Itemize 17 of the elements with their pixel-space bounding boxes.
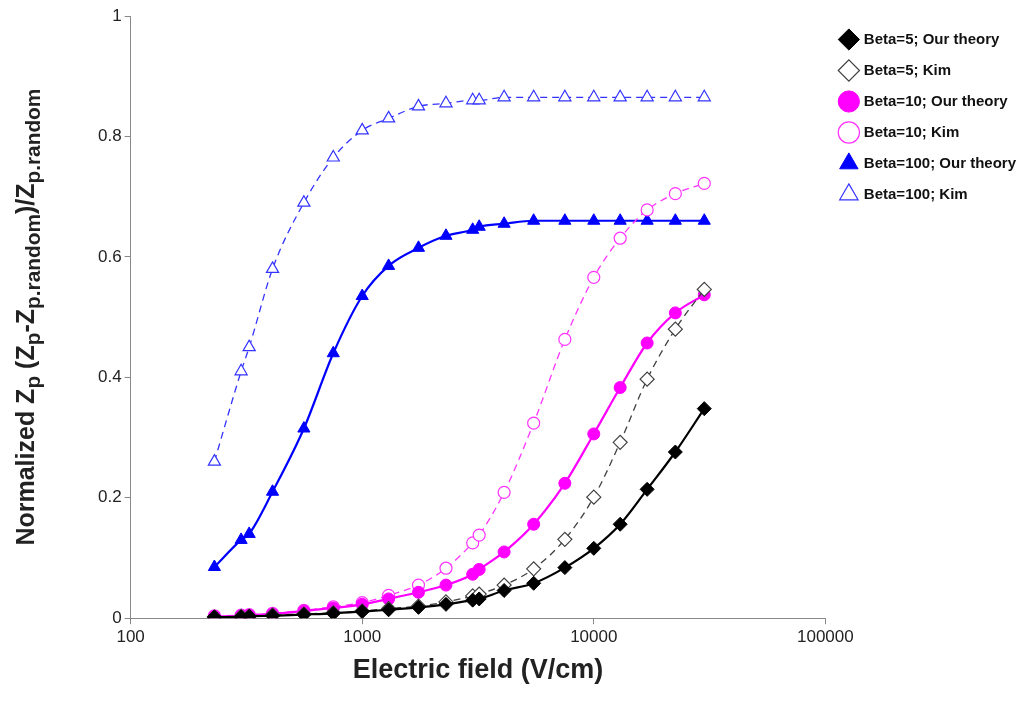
legend-label: Beta=5; Our theory <box>863 29 1000 47</box>
y-tick-label: 0.4 <box>97 367 122 387</box>
x-tick-label: 10000 <box>570 627 618 647</box>
x-tick-label: 1000 <box>343 627 382 647</box>
y-tick-label: 1 <box>112 5 122 25</box>
y-tick-label: 0.8 <box>97 126 122 146</box>
legend-label: Beta=10; Our theory <box>863 91 1009 109</box>
x-tick-label: 100000 <box>796 627 854 647</box>
x-axis-title: Electric field (V/cm) <box>352 654 604 685</box>
legend-label: Beta=5; Kim <box>863 60 951 78</box>
y-tick-label: 0.2 <box>97 487 122 507</box>
legend-label: Beta=100; Our theory <box>863 153 1017 171</box>
y-tick-label: 0 <box>112 607 122 627</box>
legend-label: Beta=100; Kim <box>863 184 968 202</box>
x-tick-label: 100 <box>116 627 145 647</box>
legend-label: Beta=10; Kim <box>863 122 960 140</box>
y-tick-label: 0.6 <box>97 246 122 266</box>
